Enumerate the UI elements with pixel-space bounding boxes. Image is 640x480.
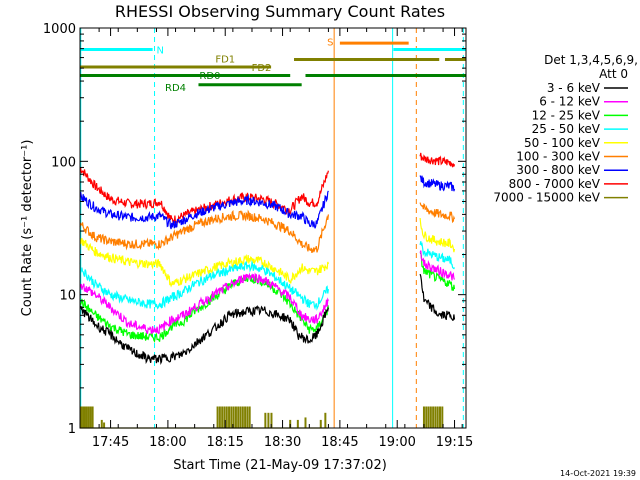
series-line	[419, 241, 456, 270]
legend-label: 100 - 300 keV	[516, 150, 600, 164]
series-line	[79, 209, 329, 254]
legend-label: 7000 - 15000 keV	[493, 191, 600, 205]
plot-frame	[79, 27, 467, 429]
chart-title: RHESSI Observing Summary Count Rates	[115, 2, 445, 21]
legend-label: 12 - 25 keV	[532, 108, 601, 122]
y-tick-label: 100	[51, 155, 76, 170]
plot-area: N S FD1 FD2 RD0 RD4	[79, 28, 466, 429]
x-tick-label: 18:15	[206, 435, 243, 450]
series-line	[79, 190, 329, 230]
legend-label: 300 - 800 keV	[516, 163, 600, 177]
series-line	[79, 237, 329, 288]
series-line	[79, 272, 329, 335]
series-line	[419, 175, 456, 192]
legend-header-detectors: Det 1,3,4,5,6,9,	[544, 53, 638, 67]
series-line	[79, 260, 329, 311]
x-tick-label: 18:45	[321, 435, 358, 450]
series-line	[419, 273, 456, 321]
legend-label: 3 - 6 keV	[547, 81, 601, 95]
y-tick-label: 10	[59, 289, 76, 304]
x-axis-label: Start Time (21-May-09 17:37:02)	[173, 458, 387, 473]
x-tick-label: 19:15	[436, 435, 473, 450]
footer-date: 14-Oct-2021 19:39	[560, 469, 636, 478]
series-line	[419, 250, 456, 281]
legend-header-attenuator: Att 0	[599, 67, 628, 81]
flag-label-rd0: RD0	[199, 71, 220, 82]
y-tick-label: 1	[68, 422, 76, 437]
legend-label: 6 - 12 keV	[539, 95, 601, 109]
legend-label: 50 - 100 keV	[524, 136, 601, 150]
x-tick-label: 18:00	[149, 435, 186, 450]
series-line	[419, 152, 456, 168]
x-tick-label: 18:30	[264, 435, 301, 450]
legend-label: 800 - 7000 keV	[509, 177, 601, 191]
axes: 1 10 100 1000 17:45 18:00 18:15 18:30 18:45 19:00…	[43, 22, 473, 450]
series-line	[419, 217, 456, 253]
flag-label-fd1: FD1	[215, 55, 235, 66]
series-line	[419, 252, 456, 291]
series-line	[419, 202, 456, 224]
flag-label-s: S	[327, 38, 333, 49]
series-line	[79, 305, 329, 365]
legend-label: 25 - 50 keV	[532, 122, 601, 136]
x-tick-label: 19:00	[378, 435, 415, 450]
flag-label-n: N	[157, 45, 164, 56]
flag-label-fd2: FD2	[252, 63, 272, 74]
y-axis-label: Count Rate (s⁻¹ detector⁻¹)	[20, 140, 35, 317]
series-line	[79, 274, 329, 343]
x-tick-label: 17:45	[92, 435, 129, 450]
y-tick-label: 1000	[43, 22, 76, 37]
flag-label-rd4: RD4	[165, 83, 186, 94]
